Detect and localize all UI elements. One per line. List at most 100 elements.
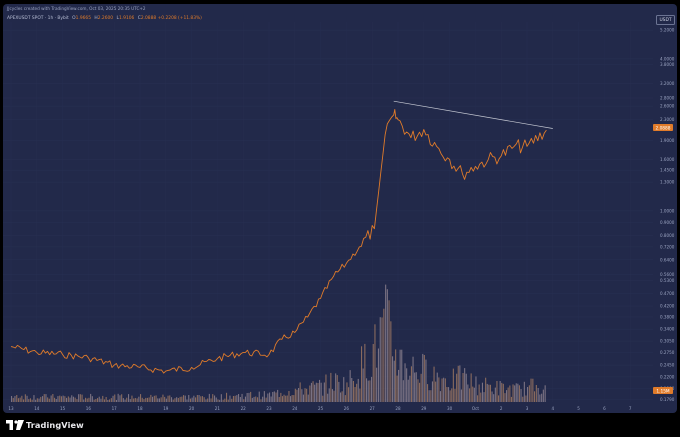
x-tick-label: 23 [266, 406, 272, 411]
volume-bar [121, 394, 123, 402]
volume-bar [299, 382, 301, 402]
volume-bar [475, 376, 477, 402]
volume-bar [376, 367, 378, 402]
volume-bar [361, 346, 363, 402]
volume-bar [158, 398, 160, 402]
volume-bar [362, 368, 364, 402]
volume-bar [165, 398, 167, 402]
volume-bar [191, 397, 193, 402]
volume-bar [430, 390, 432, 402]
x-tick-label: 18 [137, 406, 143, 411]
volume-bar [134, 398, 136, 402]
volume-bar [393, 360, 395, 402]
volume-bar [404, 363, 406, 402]
volume-bar [119, 395, 121, 402]
volume-badge-text: 1.15M [656, 388, 670, 394]
volume-bar [527, 387, 529, 402]
volume-bar [399, 349, 401, 402]
chart-panel[interactable]: 5.2000 4.0000 3.8000 3.2000 2.8000 2.6000 2.30… [3, 4, 677, 413]
volume-bar [107, 400, 109, 402]
volume-bar [31, 399, 33, 402]
volume-bar [357, 378, 359, 402]
volume-bar [129, 399, 131, 402]
volume-bar [427, 384, 429, 402]
x-tick-label: Oct [472, 406, 479, 411]
volume-bar [486, 383, 488, 402]
volume-bar [420, 373, 422, 402]
volume-bar [415, 372, 417, 402]
volume-bar [74, 397, 76, 402]
volume-bar [489, 384, 491, 402]
y-tick-label: 2.8000 [660, 96, 675, 101]
volume-bar [310, 382, 312, 402]
volume-bar [277, 389, 279, 402]
volume-bar [473, 387, 475, 402]
volume-bar [286, 395, 288, 402]
volume-bar [392, 356, 394, 402]
close-value: 2.0888 [140, 16, 157, 21]
volume-bar [33, 395, 35, 402]
volume-bar [153, 395, 155, 402]
volume-bar [12, 397, 14, 402]
volume-bar [280, 392, 282, 402]
volume-bar [532, 378, 534, 402]
volume-bar [201, 396, 203, 402]
y-tick-label: 1.6000 [660, 157, 675, 162]
volume-bar [541, 393, 543, 402]
volume-bar [283, 394, 285, 402]
volume-bar [351, 378, 353, 402]
y-tick-label: 5.2000 [660, 28, 675, 33]
volume-bar [253, 396, 255, 402]
volume-bar [428, 390, 430, 402]
volume-bar [67, 396, 69, 402]
volume-bar [293, 395, 295, 402]
y-tick-label: 0.5600 [660, 272, 675, 277]
y-tick-label: 0.4700 [660, 291, 675, 296]
volume-bar [341, 391, 343, 402]
volume-bar [470, 373, 472, 402]
quote-currency-badge[interactable]: USDT [656, 15, 675, 25]
x-tick-label: 30 [447, 406, 453, 411]
volume-bar [372, 344, 374, 402]
y-tick-label: 0.2200 [660, 374, 675, 379]
volume-bar [494, 387, 496, 402]
volume-bar [523, 381, 525, 402]
volume-bar [498, 395, 500, 402]
volume-bar [528, 385, 530, 402]
volume-bar [152, 396, 154, 402]
volume-bar [433, 366, 435, 402]
volume-bar [148, 397, 150, 402]
volume-bar [83, 399, 85, 402]
symbol-legend[interactable]: APEXUSDT SPOT · 1h · Bybit O1.9665 H2.26… [7, 16, 202, 21]
volume-bar [29, 398, 31, 402]
volume-bar [205, 399, 207, 402]
volume-bar [512, 384, 514, 402]
volume-bar [518, 385, 520, 402]
volume-bar [124, 399, 126, 402]
volume-bars [11, 284, 546, 402]
volume-bar [422, 353, 424, 402]
volume-bar [229, 395, 231, 402]
volume-bar [296, 389, 298, 402]
x-tick-label: 28 [395, 406, 401, 411]
volume-bar [340, 392, 342, 402]
y-tick-label: 0.1790 [660, 397, 675, 402]
volume-bar [438, 377, 440, 402]
volume-bar [184, 395, 186, 402]
volume-bar [323, 382, 325, 402]
symbol-name[interactable]: APEXUSDT SPOT · 1h · Bybit [7, 16, 69, 21]
volume-bar [449, 390, 451, 402]
volume-bar [542, 389, 544, 402]
volume-bar [506, 390, 508, 402]
volume-bar [54, 397, 56, 402]
volume-bar [501, 382, 503, 402]
volume-bar [217, 399, 219, 402]
x-tick-label: 5 [577, 406, 580, 411]
volume-bar [281, 396, 283, 402]
volume-bar [246, 393, 248, 402]
volume-bar [52, 394, 54, 402]
volume-bar [331, 389, 333, 402]
x-tick-label: 25 [318, 406, 324, 411]
x-tick-label: 4 [551, 406, 554, 411]
